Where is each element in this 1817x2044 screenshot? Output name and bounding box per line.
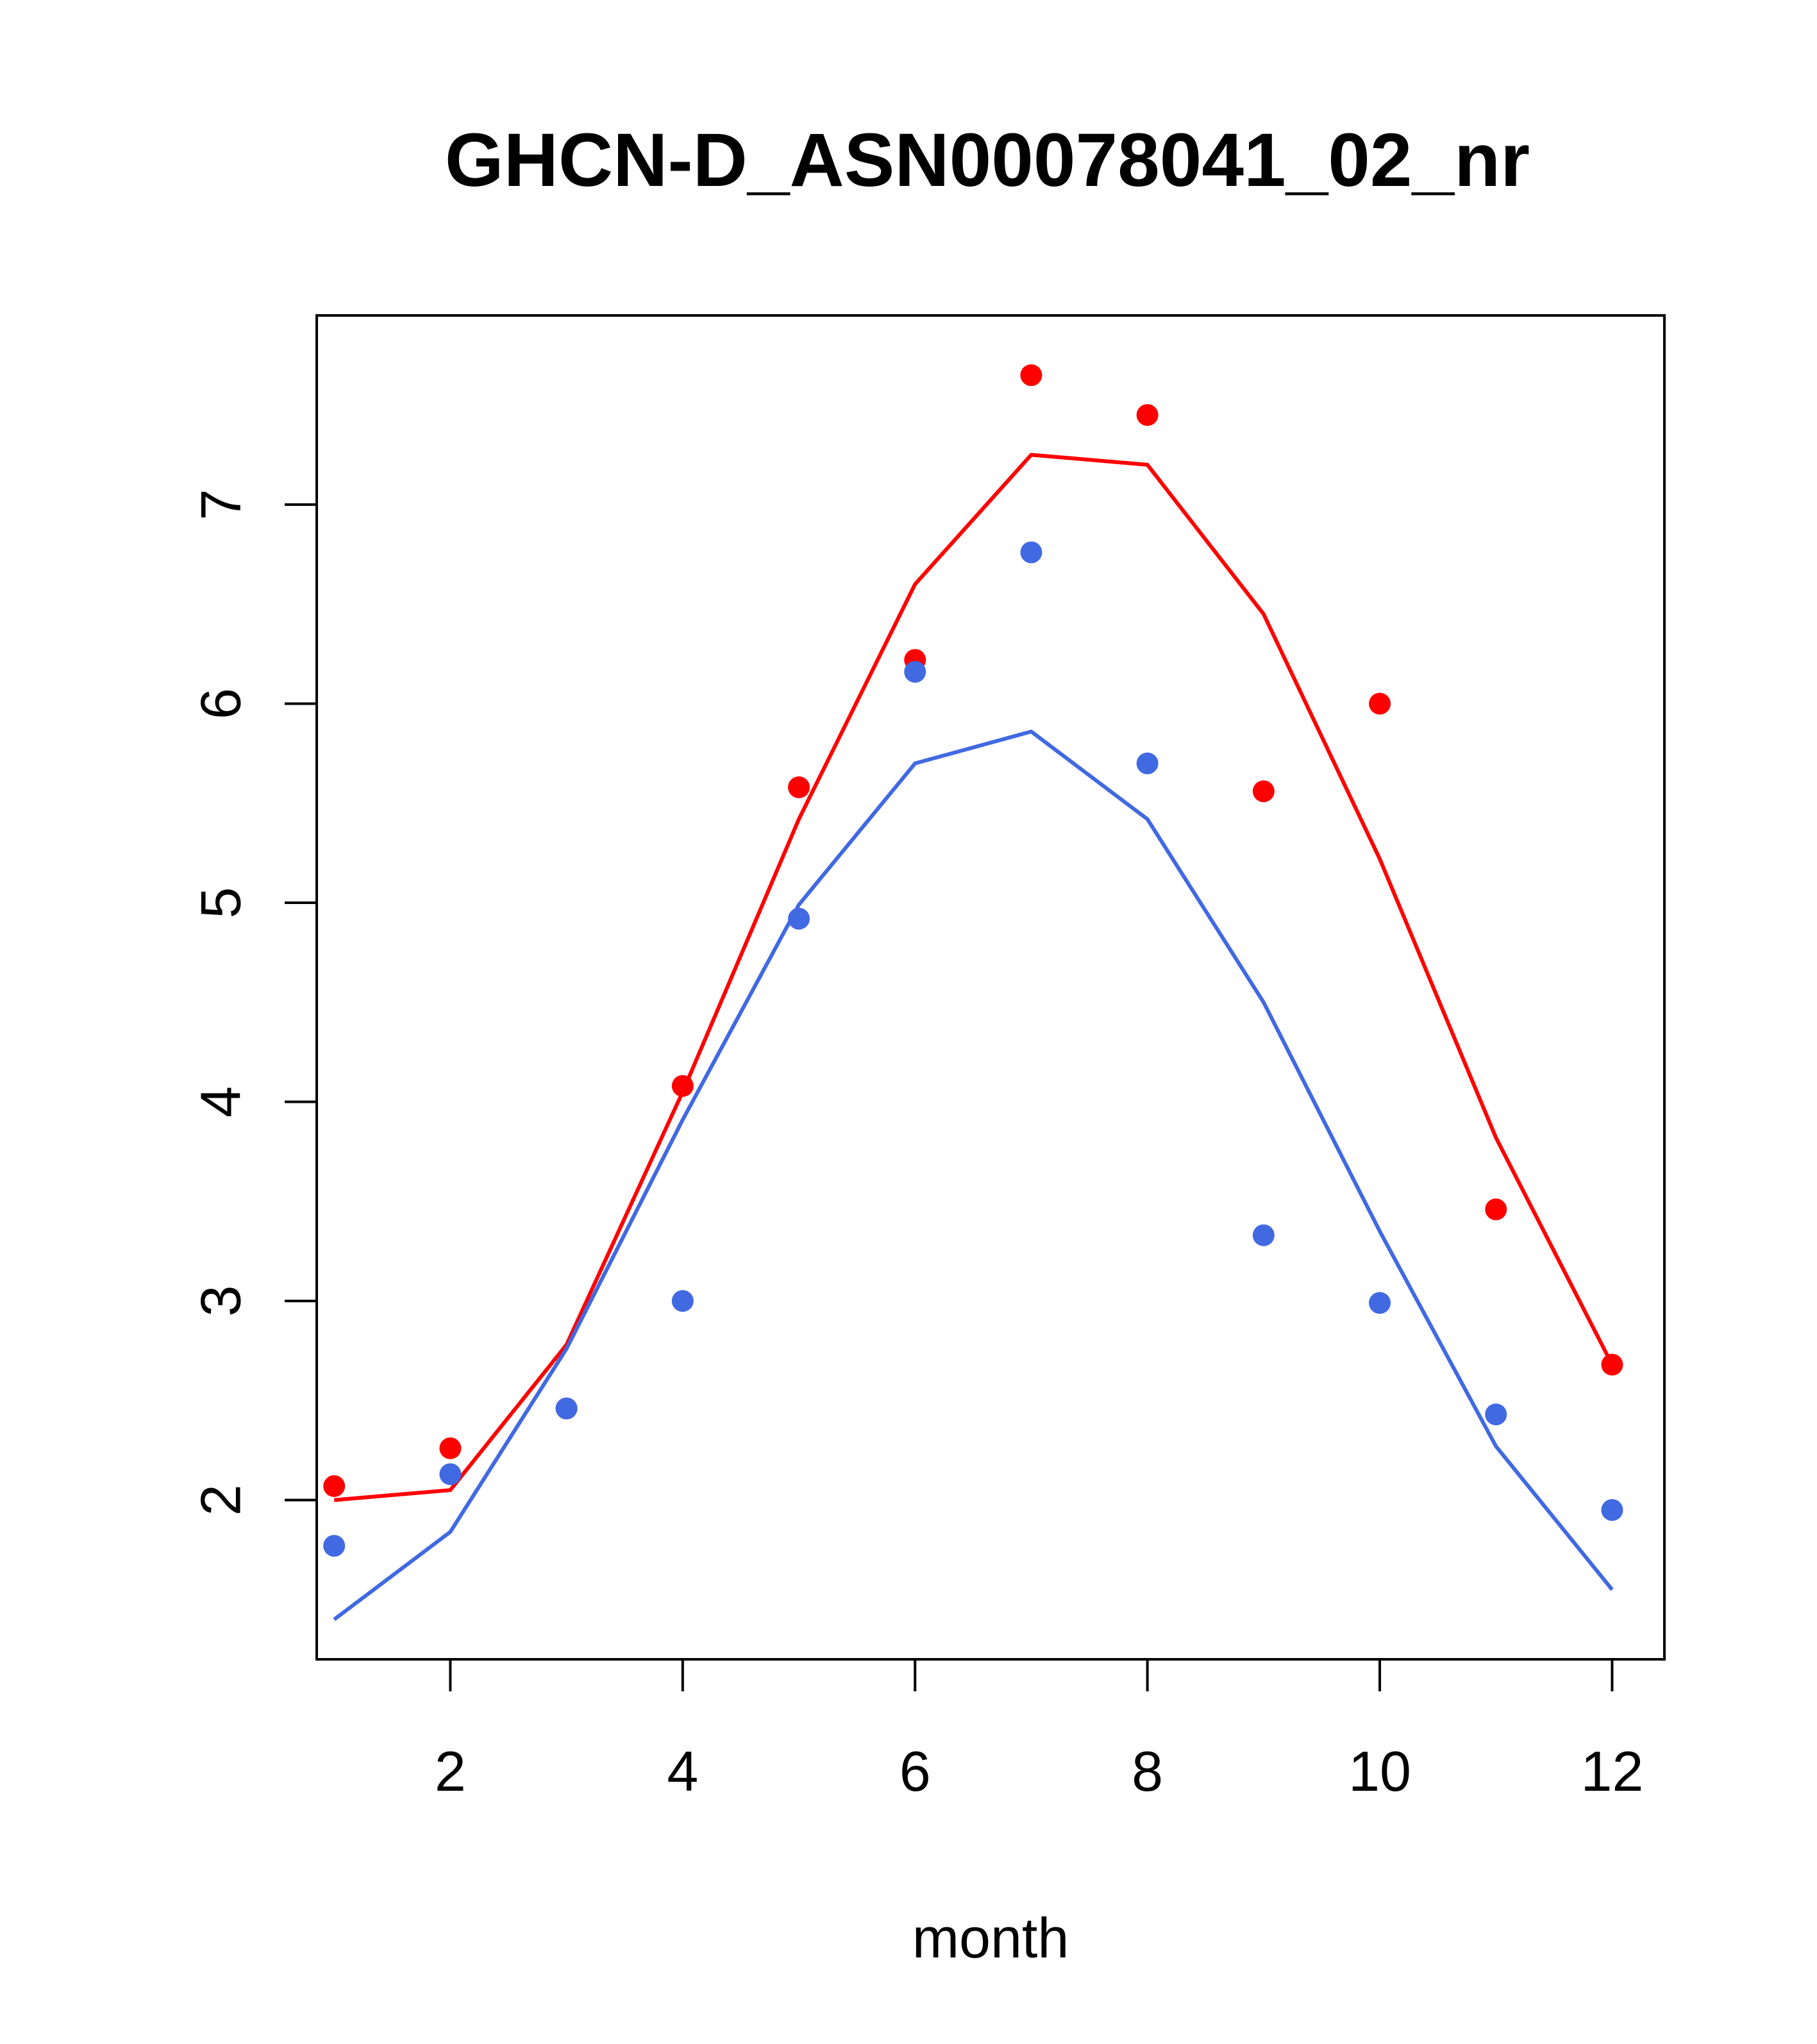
x-axis: 2 4 6 8 10 12	[435, 1658, 1644, 1803]
x-tick-label: 12	[1581, 1739, 1644, 1803]
series-2-point	[323, 1535, 346, 1557]
series-2-point	[1485, 1403, 1507, 1426]
y-tick-label: 6	[189, 688, 253, 719]
y-tick-label: 5	[189, 887, 253, 919]
y-tick-label: 7	[189, 489, 253, 521]
series-2-point	[904, 660, 926, 683]
chart-title: GHCN-D_ASN00078041_02_nr	[445, 118, 1530, 203]
y-tick-label: 3	[189, 1286, 253, 1317]
x-tick-label: 4	[667, 1739, 698, 1803]
x-tick-label: 6	[900, 1739, 931, 1803]
x-tick-label: 10	[1348, 1739, 1411, 1803]
series-2-point	[439, 1463, 462, 1486]
series-1-point	[1601, 1353, 1623, 1376]
series-2-point	[1252, 1224, 1275, 1246]
series-1-point	[1020, 364, 1042, 387]
x-axis-label: month	[912, 1906, 1069, 1970]
x-tick-label: 8	[1132, 1739, 1163, 1803]
series-2-point	[1369, 1292, 1391, 1314]
x-tick-label: 2	[435, 1739, 466, 1803]
series-1-point	[788, 776, 810, 798]
series-2-point	[671, 1290, 694, 1312]
y-axis: 2 3 4 5 6 7	[189, 489, 318, 1516]
series-1-point	[439, 1437, 462, 1459]
series-1-point	[1136, 404, 1159, 426]
series-2-point	[788, 907, 810, 930]
series-1-line	[333, 453, 1614, 1502]
series-1-point	[1252, 780, 1275, 803]
series-1-point	[323, 1475, 346, 1497]
series-2-point	[1020, 541, 1042, 564]
series-2-point	[1136, 752, 1159, 775]
y-tick-label: 4	[189, 1086, 253, 1118]
series-2-line	[333, 729, 1614, 1621]
series-1-point	[1369, 692, 1391, 715]
series-layer	[323, 364, 1623, 1621]
series-2-point	[555, 1397, 578, 1420]
y-tick-label: 2	[189, 1484, 253, 1516]
series-1-point	[1485, 1198, 1507, 1221]
series-1-point	[671, 1075, 694, 1097]
series-2-point	[1601, 1499, 1623, 1521]
plot-frame	[315, 314, 1666, 1661]
